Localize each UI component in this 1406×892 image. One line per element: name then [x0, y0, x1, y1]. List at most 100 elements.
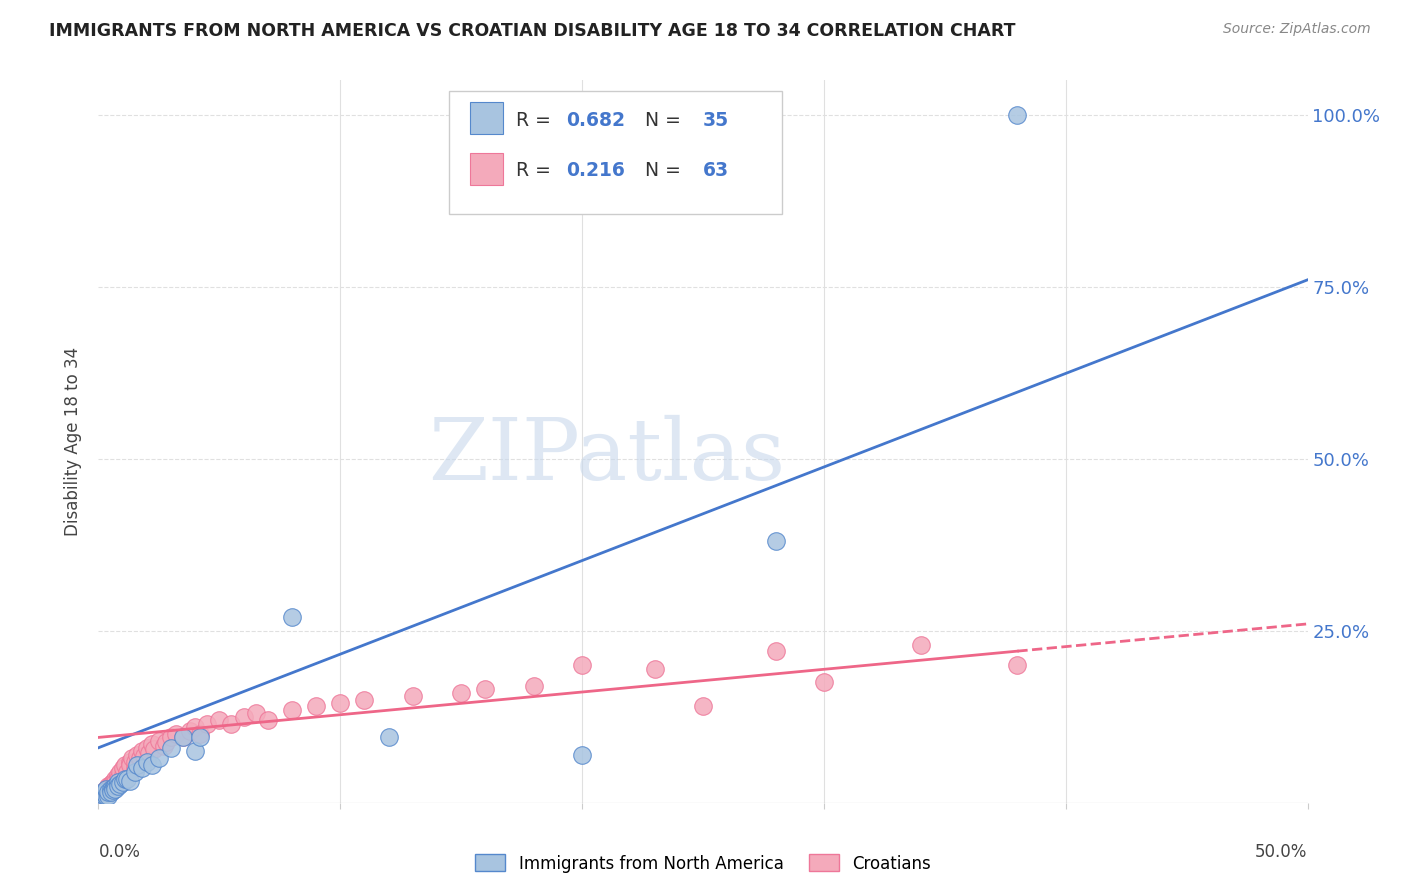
Point — [94, 783, 117, 797]
Point — [131, 744, 153, 758]
Point — [91, 785, 114, 799]
Point — [114, 772, 136, 786]
Point — [91, 785, 114, 799]
Text: 63: 63 — [703, 161, 730, 180]
Point — [127, 758, 149, 772]
Text: R =: R = — [516, 161, 557, 180]
Point — [100, 782, 122, 797]
Point — [152, 739, 174, 754]
Point — [765, 644, 787, 658]
Point — [134, 749, 156, 764]
Point — [97, 789, 120, 803]
Point — [1007, 108, 1029, 122]
Text: 0.682: 0.682 — [567, 111, 626, 129]
Point — [195, 716, 218, 731]
Point — [91, 788, 114, 802]
Point — [104, 779, 127, 793]
Point — [118, 758, 141, 772]
Point — [281, 703, 304, 717]
Point — [256, 713, 278, 727]
Point — [111, 761, 134, 775]
Text: Source: ZipAtlas.com: Source: ZipAtlas.com — [1223, 22, 1371, 37]
Text: ZIPatlas: ZIPatlas — [427, 415, 785, 498]
Point — [281, 610, 304, 624]
Point — [101, 779, 124, 793]
Point — [571, 658, 593, 673]
Point — [245, 706, 267, 721]
Point — [108, 764, 131, 779]
Point — [124, 764, 146, 779]
Point — [329, 696, 352, 710]
Point — [148, 734, 170, 748]
Point — [117, 764, 139, 779]
Point — [910, 638, 932, 652]
Point — [107, 779, 129, 793]
Point — [188, 727, 211, 741]
Point — [148, 751, 170, 765]
Point — [141, 737, 163, 751]
Point — [208, 713, 231, 727]
Text: N =: N = — [627, 111, 686, 129]
Text: IMMIGRANTS FROM NORTH AMERICA VS CROATIAN DISABILITY AGE 18 TO 34 CORRELATION CH: IMMIGRANTS FROM NORTH AMERICA VS CROATIA… — [49, 22, 1015, 40]
Point — [765, 534, 787, 549]
Point — [91, 788, 114, 802]
Text: 35: 35 — [703, 111, 730, 129]
Point — [101, 783, 124, 797]
Point — [111, 775, 134, 789]
Point — [571, 747, 593, 762]
Point — [155, 735, 177, 749]
Point — [160, 731, 183, 745]
Point — [165, 727, 187, 741]
Point — [100, 776, 122, 790]
Point — [1007, 658, 1029, 673]
Point — [104, 772, 127, 786]
Point — [127, 747, 149, 762]
Text: 50.0%: 50.0% — [1256, 843, 1308, 861]
Point — [474, 682, 496, 697]
Point — [131, 761, 153, 775]
Point — [101, 780, 124, 795]
Point — [94, 782, 117, 797]
Point — [188, 731, 211, 745]
Point — [141, 758, 163, 772]
Point — [124, 761, 146, 775]
Point — [692, 699, 714, 714]
Point — [172, 731, 194, 745]
Point — [101, 775, 124, 789]
Point — [90, 789, 112, 803]
Point — [813, 675, 835, 690]
Point — [353, 692, 375, 706]
Point — [135, 740, 157, 755]
Point — [402, 689, 425, 703]
Point — [128, 751, 150, 765]
Point — [97, 779, 120, 793]
Text: N =: N = — [627, 161, 686, 180]
Point — [118, 773, 141, 788]
Point — [117, 772, 139, 786]
Point — [221, 716, 243, 731]
Point — [104, 782, 127, 797]
Point — [232, 710, 254, 724]
Bar — [470, 153, 503, 185]
Point — [124, 755, 146, 769]
Point — [135, 755, 157, 769]
Legend: Immigrants from North America, Croatians: Immigrants from North America, Croatians — [468, 847, 938, 880]
Bar — [470, 102, 503, 135]
Point — [107, 775, 129, 789]
Point — [114, 758, 136, 772]
Point — [97, 780, 120, 795]
Text: 0.0%: 0.0% — [98, 843, 141, 861]
Point — [184, 744, 207, 758]
Point — [100, 785, 122, 799]
Point — [111, 768, 134, 782]
Point — [90, 789, 112, 803]
Text: R =: R = — [516, 111, 557, 129]
Point — [184, 720, 207, 734]
Point — [104, 775, 127, 789]
Point — [97, 785, 120, 799]
Point — [450, 686, 472, 700]
Point — [523, 679, 546, 693]
Point — [305, 699, 328, 714]
Point — [107, 768, 129, 782]
Point — [138, 746, 160, 760]
